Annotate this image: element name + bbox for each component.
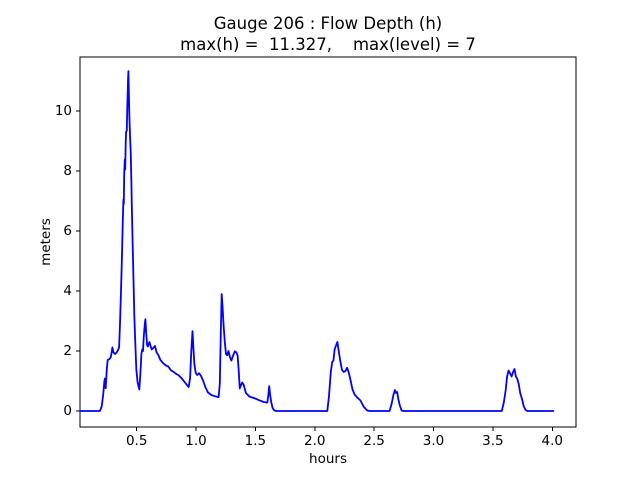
flow-depth-line bbox=[78, 70, 555, 412]
x-axis-label: hours bbox=[309, 451, 347, 467]
axis-tick-marks bbox=[76, 110, 553, 431]
y-tick-label: 0 bbox=[63, 403, 72, 419]
x-tick-label: 2.5 bbox=[363, 433, 385, 449]
y-tick-label: 10 bbox=[54, 103, 72, 119]
x-tick-label: 0.5 bbox=[125, 433, 148, 449]
x-tick-label: 4.0 bbox=[541, 433, 563, 449]
y-tick-label: 6 bbox=[63, 223, 72, 239]
x-tick-label: 1.0 bbox=[185, 433, 207, 449]
x-tick-label: 1.5 bbox=[244, 433, 267, 449]
x-tick-label: 3.0 bbox=[422, 433, 445, 449]
chart-title: Gauge 206 : Flow Depth (h) bbox=[213, 14, 443, 33]
x-tick-label: 2.0 bbox=[304, 433, 326, 449]
y-tick-label: 8 bbox=[63, 163, 72, 179]
x-tick-label: 3.5 bbox=[482, 433, 504, 449]
y-tick-label: 2 bbox=[63, 343, 72, 359]
plot-area-border bbox=[79, 56, 577, 428]
y-tick-label: 4 bbox=[63, 283, 72, 299]
chart-subtitle: max(h) = 11.327, max(level) = 7 bbox=[180, 35, 476, 54]
